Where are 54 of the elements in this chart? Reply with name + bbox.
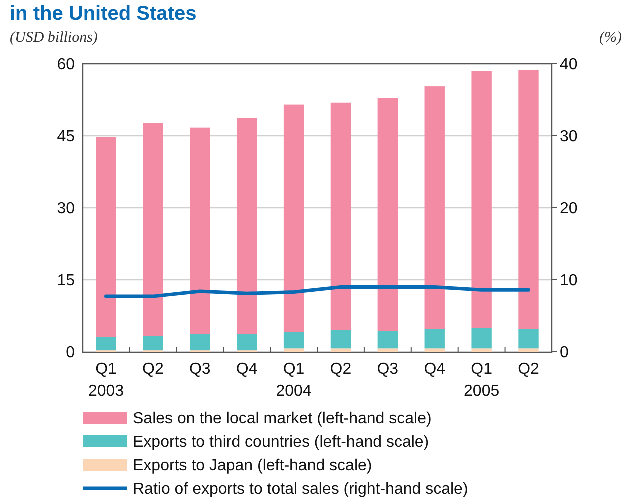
- bar: [424, 348, 445, 352]
- bar: [190, 128, 210, 334]
- bar: [284, 332, 304, 349]
- y-tick-label: 60: [57, 56, 76, 74]
- x-tick-label: Q2: [330, 361, 352, 378]
- y-tick-label: 45: [57, 128, 76, 146]
- bar: [518, 348, 539, 352]
- bar: [284, 104, 304, 332]
- bar: [190, 334, 210, 351]
- x-tick-label: Q4: [236, 361, 258, 378]
- bar: [96, 137, 116, 338]
- x-tick-label: Q2: [518, 361, 540, 378]
- bar: [424, 329, 445, 349]
- bar: [143, 123, 164, 336]
- bar: [330, 102, 352, 330]
- bar: [236, 118, 258, 334]
- x-tick-label: Q4: [424, 361, 446, 378]
- x-tick-label: Q3: [189, 361, 211, 378]
- bar: [96, 337, 116, 351]
- bar: [472, 328, 492, 349]
- y2-tick-label: 30: [560, 128, 578, 146]
- y2-tick-label: 0: [560, 344, 569, 362]
- y-axis-title: (USD billions): [10, 30, 98, 46]
- legend-label: Exports to third countries (left-hand scale): [133, 434, 430, 452]
- legend-label: Sales on the local market (left-hand scale): [133, 410, 432, 428]
- bar: [378, 348, 398, 352]
- legend-label: Exports to Japan (left-hand scale): [133, 458, 372, 475]
- bar: [424, 86, 445, 330]
- bar: [378, 98, 398, 332]
- x-tick-label: Q1 2005: [464, 361, 500, 400]
- x-tick-label: Q3: [377, 361, 399, 378]
- y-tick-label: 0: [66, 344, 76, 362]
- bar: [330, 330, 352, 349]
- bar: [236, 334, 258, 351]
- bar: [518, 70, 539, 330]
- y2-tick-label: 10: [560, 272, 578, 290]
- y2-tick-label: 40: [560, 56, 578, 74]
- bar: [472, 71, 492, 328]
- y2-tick-label: 20: [560, 200, 578, 218]
- bar: [518, 329, 539, 349]
- chart-title: in the United States: [10, 3, 197, 25]
- x-tick-label: Q1 2004: [276, 361, 312, 400]
- y-tick-label: 15: [57, 272, 76, 290]
- bar: [143, 336, 164, 351]
- bar: [472, 348, 492, 352]
- bar: [330, 348, 352, 352]
- line-series: [104, 285, 531, 298]
- x-tick-label: Q2: [142, 361, 164, 378]
- x-tick-label: Q1 2003: [88, 361, 124, 400]
- y-tick-label: 30: [57, 200, 76, 218]
- legend-label: Ratio of exports to total sales (right-hand scale): [133, 481, 468, 498]
- bar: [378, 331, 398, 349]
- bar: [284, 348, 304, 352]
- y2-axis-title: (%): [600, 30, 622, 46]
